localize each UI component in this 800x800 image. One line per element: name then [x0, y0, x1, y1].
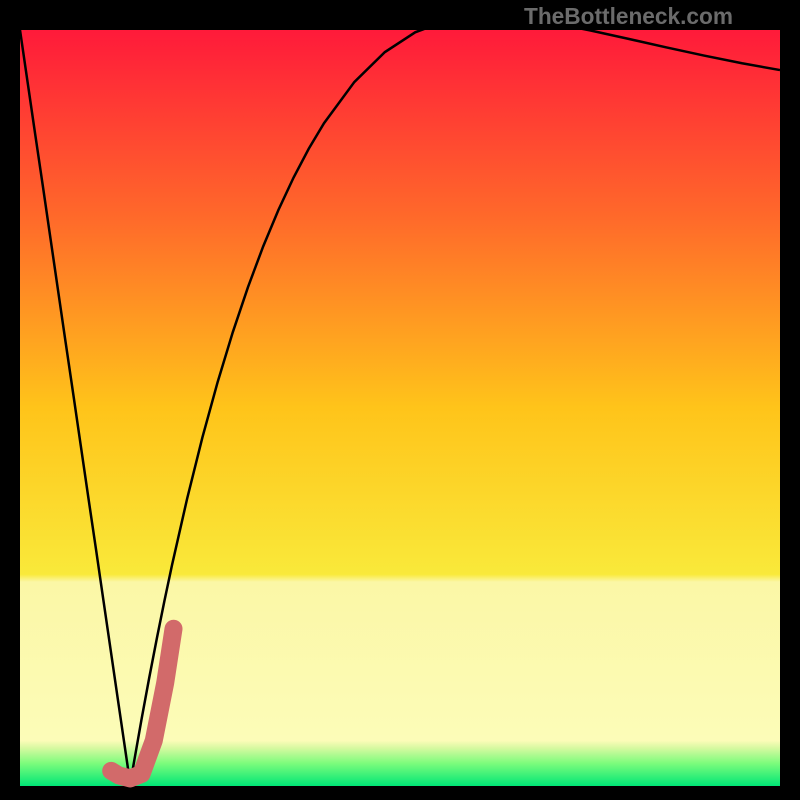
curve-j-marker: [111, 629, 173, 779]
curve-overlay: [0, 0, 800, 800]
watermark-text: TheBottleneck.com: [524, 3, 733, 30]
chart-root: TheBottleneck.com: [0, 0, 800, 800]
curve-v-curve: [20, 16, 780, 783]
